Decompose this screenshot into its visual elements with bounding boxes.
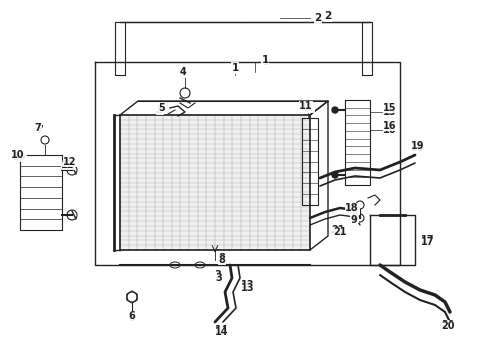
Text: 10: 10 xyxy=(13,152,27,162)
Text: 9: 9 xyxy=(352,213,358,223)
Text: 7: 7 xyxy=(35,123,41,133)
Text: 4: 4 xyxy=(180,68,186,78)
Text: 11: 11 xyxy=(299,101,313,111)
Text: 16: 16 xyxy=(383,125,397,135)
Text: 4: 4 xyxy=(180,67,186,77)
Text: 13: 13 xyxy=(241,283,255,293)
Circle shape xyxy=(332,107,338,113)
Text: 3: 3 xyxy=(215,270,221,280)
Text: 17: 17 xyxy=(421,237,435,247)
Text: 21: 21 xyxy=(331,225,345,235)
Text: 21: 21 xyxy=(333,227,347,237)
Text: 1: 1 xyxy=(261,57,269,67)
Text: 6: 6 xyxy=(129,313,135,323)
Text: 20: 20 xyxy=(441,320,455,330)
Text: 8: 8 xyxy=(219,253,225,263)
Text: 6: 6 xyxy=(129,311,135,321)
Text: 11: 11 xyxy=(301,103,315,113)
Text: 2: 2 xyxy=(315,13,321,23)
Text: 3: 3 xyxy=(216,273,222,283)
Text: 19: 19 xyxy=(411,141,425,151)
Text: 13: 13 xyxy=(241,280,255,290)
Text: 18: 18 xyxy=(345,203,359,213)
Text: 5: 5 xyxy=(157,105,163,115)
Text: 1: 1 xyxy=(261,55,269,65)
Text: 2: 2 xyxy=(324,11,332,21)
Text: 9: 9 xyxy=(351,215,357,225)
Text: 16: 16 xyxy=(383,121,397,131)
Text: 12: 12 xyxy=(61,160,75,170)
Bar xyxy=(120,115,310,250)
Text: 15: 15 xyxy=(383,107,397,117)
Text: 7: 7 xyxy=(37,125,44,135)
Text: 19: 19 xyxy=(411,143,425,153)
Text: 10: 10 xyxy=(11,150,25,160)
Text: 20: 20 xyxy=(441,321,455,331)
Text: 1: 1 xyxy=(231,63,239,73)
Text: 14: 14 xyxy=(215,325,229,335)
Text: 18: 18 xyxy=(346,205,360,215)
Text: 12: 12 xyxy=(63,157,77,167)
Text: 8: 8 xyxy=(219,255,225,265)
Text: 17: 17 xyxy=(421,235,435,245)
Text: 14: 14 xyxy=(215,327,229,337)
Text: 5: 5 xyxy=(159,103,166,113)
Text: 15: 15 xyxy=(383,103,397,113)
Circle shape xyxy=(332,172,338,178)
